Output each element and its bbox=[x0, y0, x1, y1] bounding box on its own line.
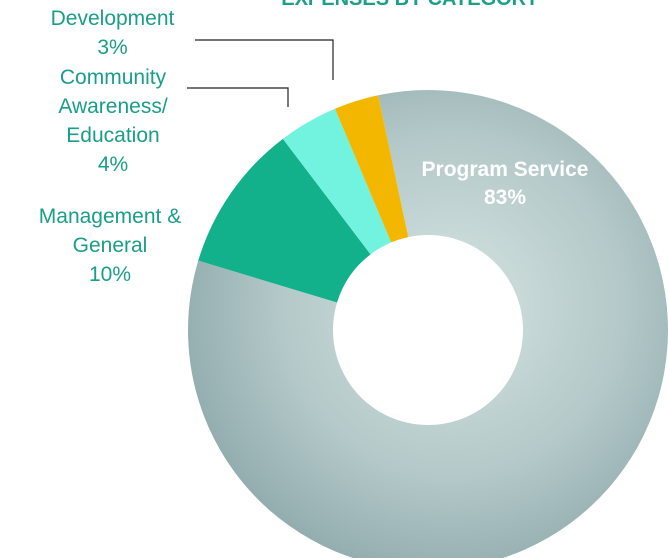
value-label: 3% bbox=[97, 36, 128, 59]
category-label: Program Service bbox=[421, 158, 589, 181]
slice-label: Program Service 83% bbox=[395, 156, 615, 212]
chart-title: EXPENSES BY CATEGORY bbox=[180, 0, 640, 11]
donut-slice bbox=[188, 90, 668, 558]
leader-line bbox=[187, 87, 289, 107]
slice-label: Management & General 10% bbox=[10, 202, 210, 289]
donut-slice bbox=[334, 95, 409, 243]
slice-label: Development 3% bbox=[30, 4, 195, 62]
category-label: Community Awareness/ Education bbox=[58, 66, 168, 147]
donut-slice bbox=[282, 108, 392, 255]
value-label: 4% bbox=[97, 153, 129, 176]
slice-label: Community Awareness/ Education 4% bbox=[48, 63, 178, 179]
leader-line bbox=[195, 39, 334, 80]
category-label: Management & General bbox=[38, 205, 182, 257]
value-label: 10% bbox=[88, 263, 132, 286]
donut-slice bbox=[198, 138, 371, 303]
category-label: Development bbox=[50, 7, 175, 30]
value-label: 83% bbox=[483, 186, 527, 209]
